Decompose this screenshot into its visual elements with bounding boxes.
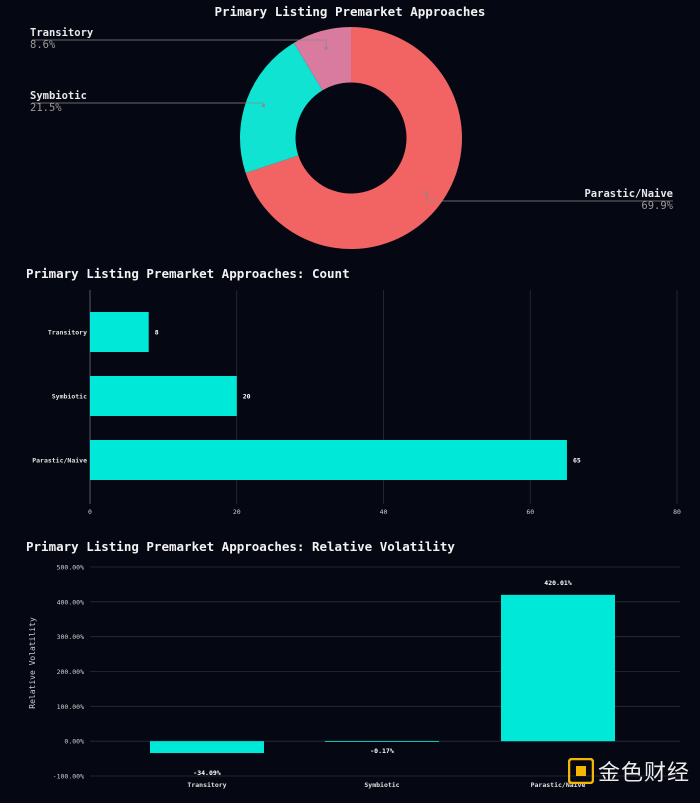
volatility-bar-parastic-naive: [501, 594, 615, 742]
count-bar-transitory: [90, 312, 149, 352]
count-value-label-symbiotic: 20: [243, 393, 251, 401]
donut-chart-panel: Primary Listing Premarket Approaches Par…: [0, 0, 700, 262]
count-x-tick: 20: [233, 508, 241, 516]
volatility-value-label-symbiotic: -0.17%: [370, 747, 394, 755]
count-chart-panel: Primary Listing Premarket Approaches: Co…: [0, 262, 700, 524]
volatility-y-tick: 300.00%: [57, 633, 84, 641]
count-y-tick-symbiotic: Symbiotic: [52, 393, 87, 401]
volatility-bar-transitory: [150, 741, 264, 754]
count-x-tick: 0: [88, 508, 92, 516]
donut-leader-line: [32, 39, 327, 49]
donut-leader-dot: [425, 191, 429, 195]
volatility-x-tick-parastic-naive: Parastic/Naive: [531, 781, 586, 789]
count-bar-symbiotic: [90, 376, 237, 416]
donut-chart: Primary Listing Premarket Approaches Par…: [30, 4, 674, 250]
donut-percent-transitory: 8.6%: [30, 39, 56, 51]
count-y-tick-parastic-naive: Parastic/Naive: [32, 457, 87, 465]
watermark-text: 金色财经: [597, 761, 690, 786]
count-value-label-parastic-naive: 65: [573, 457, 581, 465]
donut-leader-dot: [324, 46, 328, 50]
donut-leader-line: [426, 192, 673, 202]
volatility-x-tick-transitory: Transitory: [187, 781, 226, 789]
count-chart-title: Primary Listing Premarket Approaches: Co…: [26, 266, 350, 281]
count-y-tick-transitory: Transitory: [48, 329, 87, 337]
donut-slice-transitory: [293, 27, 351, 91]
donut-percent-parastic-naive: 69.9%: [641, 200, 673, 212]
volatility-y-tick: 200.00%: [57, 668, 84, 676]
volatility-y-tick: 500.00%: [57, 564, 84, 572]
volatility-y-tick: -100.00%: [53, 773, 84, 781]
volatility-value-label-transitory: -34.09%: [193, 769, 220, 777]
volatility-y-tick: 400.00%: [57, 598, 84, 606]
donut-leader-dot: [262, 104, 266, 108]
donut-label-parastic-naive: Parastic/Naive: [584, 188, 673, 200]
donut-leader-line: [32, 102, 264, 106]
count-x-tick: 40: [380, 508, 388, 516]
donut-label-transitory: Transitory: [30, 27, 94, 39]
donut-slice-parastic-naive: [245, 27, 463, 250]
donut-label-symbiotic: Symbiotic: [30, 90, 87, 102]
count-bar-parastic-naive: [90, 440, 567, 480]
volatility-bar-symbiotic: [325, 741, 439, 742]
volatility-chart-title: Primary Listing Premarket Approaches: Re…: [26, 539, 455, 554]
donut-chart-title: Primary Listing Premarket Approaches: [215, 4, 486, 19]
volatility-y-tick: 100.00%: [57, 703, 84, 711]
count-value-label-transitory: 8: [155, 329, 159, 337]
golden-square-logo-icon: [567, 758, 594, 784]
watermark: 金色财经: [567, 755, 690, 787]
count-x-tick: 80: [673, 508, 681, 516]
volatility-y-tick: 0.00%: [64, 738, 84, 746]
volatility-y-axis-label: Relative Volatility: [28, 617, 37, 709]
donut-percent-symbiotic: 21.5%: [30, 102, 62, 114]
donut-slice-symbiotic: [240, 42, 323, 173]
volatility-x-tick-symbiotic: Symbiotic: [364, 781, 399, 789]
count-x-tick: 60: [526, 508, 534, 516]
volatility-value-label-parastic-naive: 420.01%: [544, 579, 571, 587]
count-bar-chart: Primary Listing Premarket Approaches: Co…: [26, 266, 681, 516]
